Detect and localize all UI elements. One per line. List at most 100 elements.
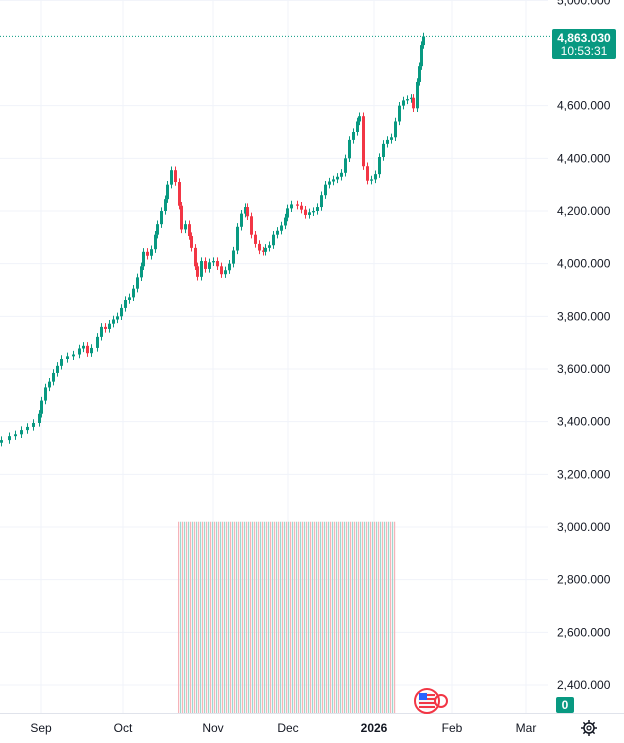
candle xyxy=(374,170,377,184)
volume-bar xyxy=(250,521,252,713)
candle xyxy=(146,248,149,260)
candle xyxy=(40,396,43,418)
volume-bar xyxy=(386,521,388,713)
volume-bar xyxy=(182,521,184,713)
x-tick-label: Feb xyxy=(442,721,463,735)
volume-bar xyxy=(274,521,276,713)
volume-bar xyxy=(202,521,204,713)
candle xyxy=(382,140,385,161)
x-tick-label: Sep xyxy=(30,721,52,735)
volume-bar xyxy=(222,521,224,713)
volume-bar xyxy=(354,521,356,713)
y-tick-label: 2,600.000 xyxy=(557,625,611,639)
candle xyxy=(78,344,81,359)
us-flag-icon[interactable] xyxy=(414,688,448,714)
volume-bar xyxy=(338,521,340,713)
candle xyxy=(0,436,3,447)
volume-bar xyxy=(302,521,304,713)
y-axis[interactable]: 5,000.000 4,600.000 4,400.000 4,200.000 4,00… xyxy=(557,0,611,692)
candle xyxy=(142,248,145,270)
gear-icon[interactable] xyxy=(581,720,597,736)
candle xyxy=(8,432,11,444)
volume-bar xyxy=(312,521,314,713)
volume-bar xyxy=(246,521,248,713)
volume-bar xyxy=(188,521,190,713)
y-tick-label: 5,000.000 xyxy=(557,0,611,7)
candle xyxy=(394,117,397,141)
candle xyxy=(178,178,181,210)
candle xyxy=(220,262,223,278)
volume-bar xyxy=(384,521,386,713)
candle xyxy=(228,259,231,274)
volume-bar xyxy=(352,521,354,713)
candle xyxy=(14,430,17,440)
volume-bar xyxy=(356,521,358,713)
volume-bar xyxy=(328,521,330,713)
y-tick-label: 3,200.000 xyxy=(557,467,611,481)
volume-bar xyxy=(348,521,350,713)
x-axis[interactable]: Sep Oct Nov Dec 2026 Feb Mar xyxy=(0,713,624,736)
y-tick-label: 3,000.000 xyxy=(557,520,611,534)
candle xyxy=(66,352,69,363)
volume-bar xyxy=(180,521,182,713)
volume-bar xyxy=(390,521,392,713)
candle xyxy=(390,133,393,144)
candle xyxy=(60,355,63,370)
volume-bar xyxy=(220,521,222,713)
scale-badge[interactable]: 0 xyxy=(556,697,574,713)
candle xyxy=(276,227,279,239)
y-tick-label: 2,800.000 xyxy=(557,573,611,587)
volume-bar xyxy=(192,521,194,713)
volume-bar xyxy=(206,521,208,713)
last-price-value: 4,863.030 xyxy=(557,31,611,45)
y-tick-label: 3,400.000 xyxy=(557,415,611,429)
volume-bar xyxy=(374,521,376,713)
candle xyxy=(100,323,103,341)
volume-bar xyxy=(394,521,396,713)
volume-bar xyxy=(334,521,336,713)
y-tick-label: 4,600.000 xyxy=(557,99,611,113)
candle xyxy=(104,323,107,333)
candle xyxy=(258,240,261,255)
candle xyxy=(232,246,235,268)
candle xyxy=(112,315,115,328)
volume-bar xyxy=(242,521,244,713)
candle xyxy=(352,128,355,144)
volume-bar xyxy=(346,521,348,713)
candle xyxy=(412,94,415,112)
candle xyxy=(236,223,239,255)
volume-bar xyxy=(268,521,270,713)
candle xyxy=(216,257,219,270)
volume-bar xyxy=(256,521,258,713)
volume-bar xyxy=(310,521,312,713)
candle xyxy=(188,220,191,240)
candle xyxy=(268,241,271,252)
candle xyxy=(398,101,401,126)
volume-bar xyxy=(364,521,366,713)
volume-bar xyxy=(178,521,180,713)
candle xyxy=(254,231,257,248)
candle xyxy=(386,136,389,148)
countdown-value: 10:53:31 xyxy=(561,44,608,58)
candle xyxy=(124,296,127,312)
x-tick-label: Nov xyxy=(202,721,223,735)
volume-bar xyxy=(266,521,268,713)
candle xyxy=(180,202,183,234)
candle xyxy=(166,180,169,203)
candle xyxy=(362,112,365,170)
volume-bar xyxy=(324,521,326,713)
last-price-tag: 4,863.030 10:53:31 xyxy=(552,29,616,59)
candle xyxy=(244,203,247,218)
candle xyxy=(290,200,293,213)
volume-bar xyxy=(326,521,328,713)
candle xyxy=(38,410,41,427)
volume-bar xyxy=(262,521,264,713)
volume-bar xyxy=(388,521,390,713)
volume-bar xyxy=(330,521,332,713)
candle xyxy=(378,153,381,178)
candle xyxy=(52,369,55,386)
volume-bars xyxy=(178,521,396,713)
volume-bar xyxy=(218,521,220,713)
volume-bar xyxy=(340,521,342,713)
